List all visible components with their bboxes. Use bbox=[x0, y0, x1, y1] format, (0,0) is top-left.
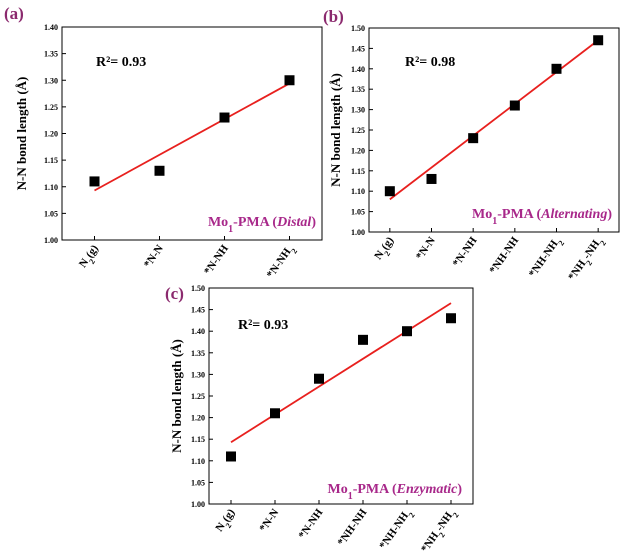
y-axis-label: N-N bond length (Å) bbox=[14, 77, 29, 191]
chart-panel-3: 1.00 1.05 1.10 1.15 1.20 1.25 1.30 1.35 1.40 1.45… bbox=[165, 284, 474, 552]
chart-panel-1: 1.00 1.05 1.10 1.15 1.20 1.25 1.30 1.35 1.40 N2(g… bbox=[4, 4, 323, 283]
y-tick-label: 1.05 bbox=[191, 478, 205, 487]
data-point bbox=[551, 63, 562, 74]
y-tick-label: 1.15 bbox=[44, 156, 58, 165]
x-tick-label: N2(g) bbox=[372, 235, 399, 264]
data-point bbox=[270, 408, 280, 419]
data-point bbox=[219, 112, 230, 123]
y-tick-label: 1.30 bbox=[351, 106, 365, 115]
x-tick-label: *N-NH bbox=[451, 234, 480, 269]
data-point bbox=[426, 173, 437, 184]
y-tick-label: 1.00 bbox=[351, 228, 365, 237]
x-tick-label: N2(g) bbox=[77, 243, 104, 272]
fit-line bbox=[230, 302, 452, 443]
data-point bbox=[468, 133, 479, 144]
data-point bbox=[402, 326, 412, 337]
series-caption: Mo1-PMA (Alternating) bbox=[472, 207, 612, 227]
panel-label: (a) bbox=[4, 4, 24, 23]
r-squared-label: R²= 0.93 bbox=[96, 55, 146, 70]
x-tick-label: *NH-NH bbox=[335, 506, 369, 548]
x-tick-label: *NH-NH bbox=[487, 234, 521, 276]
x-tick-label: *N-N bbox=[257, 507, 281, 534]
y-tick-label: 1.00 bbox=[44, 236, 58, 245]
x-tick-label: N2(g) bbox=[213, 507, 240, 536]
y-tick-label: 1.05 bbox=[44, 209, 58, 218]
data-point bbox=[154, 165, 165, 176]
y-tick-label: 1.25 bbox=[44, 103, 58, 112]
y-tick-label: 1.20 bbox=[44, 130, 58, 139]
y-tick-label: 1.25 bbox=[351, 126, 365, 135]
x-tick-label: *N-NH bbox=[202, 242, 231, 277]
y-tick-label: 1.15 bbox=[351, 167, 365, 176]
y-tick-label: 1.35 bbox=[44, 50, 58, 59]
y-tick-label: 1.30 bbox=[191, 370, 205, 379]
y-tick-label: 1.45 bbox=[191, 306, 205, 315]
y-tick-label: 1.40 bbox=[351, 65, 365, 74]
data-point bbox=[384, 186, 395, 197]
data-point bbox=[509, 100, 520, 111]
y-tick-label: 1.50 bbox=[351, 24, 365, 33]
fit-line bbox=[389, 39, 599, 201]
y-tick-label: 1.20 bbox=[351, 146, 365, 155]
data-point bbox=[446, 313, 456, 324]
y-tick-label: 1.45 bbox=[351, 44, 365, 53]
y-tick-label: 1.40 bbox=[44, 23, 58, 32]
y-tick-label: 1.10 bbox=[44, 183, 58, 192]
y-tick-label: 1.35 bbox=[191, 349, 205, 358]
r-squared-label: R²= 0.93 bbox=[238, 318, 288, 333]
y-tick-label: 1.15 bbox=[191, 435, 205, 444]
data-point bbox=[314, 373, 324, 384]
r-squared-label: R²= 0.98 bbox=[405, 55, 455, 70]
panel-label: (b) bbox=[323, 7, 344, 26]
y-tick-label: 1.50 bbox=[191, 284, 205, 293]
data-point bbox=[89, 176, 100, 187]
y-tick-label: 1.25 bbox=[191, 392, 205, 401]
data-point bbox=[284, 75, 295, 86]
x-tick-label: *NH2-NH2 bbox=[566, 235, 607, 285]
x-tick-label: *NH-NH2 bbox=[527, 235, 566, 282]
series-caption: Mo1-PMA (Distal) bbox=[208, 215, 316, 235]
y-tick-label: 1.05 bbox=[351, 208, 365, 217]
series-caption: Mo1-PMA (Enzymatic) bbox=[328, 482, 463, 502]
data-point bbox=[358, 334, 368, 345]
y-tick-label: 1.30 bbox=[44, 76, 58, 85]
y-tick-label: 1.00 bbox=[191, 500, 205, 509]
x-tick-label: *NH-NH2 bbox=[377, 507, 416, 552]
x-tick-label: *N-NH2 bbox=[265, 243, 299, 283]
fit-line bbox=[94, 82, 290, 192]
x-tick-label: *N-N bbox=[414, 235, 438, 262]
y-axis-label: N-N bond length (Å) bbox=[328, 73, 343, 187]
y-axis-label: N-N bond length (Å) bbox=[169, 339, 184, 453]
x-tick-label: *N-NH bbox=[296, 506, 325, 541]
y-tick-label: 1.10 bbox=[351, 187, 365, 196]
data-point bbox=[593, 35, 604, 46]
data-point bbox=[226, 451, 236, 462]
y-tick-label: 1.10 bbox=[191, 457, 205, 466]
x-tick-label: *NH2-NH2 bbox=[419, 507, 460, 552]
x-tick-label: *N-N bbox=[142, 243, 166, 270]
y-tick-label: 1.20 bbox=[191, 414, 205, 423]
y-tick-label: 1.40 bbox=[191, 327, 205, 336]
chart-panel-2: 1.00 1.05 1.10 1.15 1.20 1.25 1.30 1.35 1.40 1.45… bbox=[323, 7, 620, 285]
panel-label: (c) bbox=[165, 284, 184, 303]
y-tick-label: 1.35 bbox=[351, 85, 365, 94]
